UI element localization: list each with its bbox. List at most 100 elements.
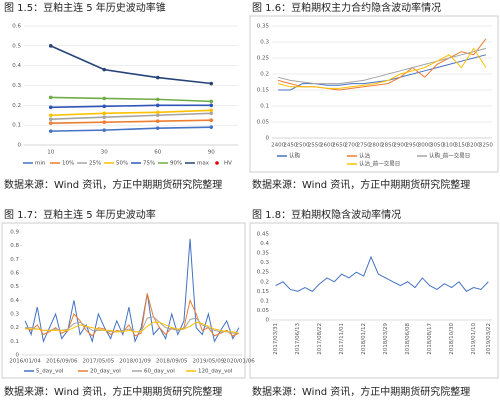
data-point bbox=[102, 128, 107, 132]
legend-label: 60_day_vol bbox=[144, 369, 175, 375]
figure-title: 图 1.6：豆粕期权主力合约隐含波动率情况 bbox=[252, 1, 441, 14]
legend-label: 认购 bbox=[289, 152, 301, 160]
data-point bbox=[48, 129, 53, 133]
x-tick-label: 2019/05/09 bbox=[193, 359, 225, 365]
legend-label: 10% bbox=[62, 161, 74, 167]
x-tick-label: 2017/08/22 bbox=[317, 323, 323, 355]
x-tick-label: 60 bbox=[154, 150, 161, 156]
y-tick-label: 0.25 bbox=[257, 56, 270, 62]
y-tick-label: 0.15 bbox=[257, 88, 270, 94]
legend-label: 认沽 bbox=[359, 152, 371, 160]
x-tick-label: 2017/11/01 bbox=[339, 323, 345, 355]
series-line bbox=[50, 126, 212, 132]
legend-label: min bbox=[35, 161, 46, 167]
legend-label: 25% bbox=[89, 161, 101, 167]
data-point bbox=[155, 113, 160, 118]
y-tick-label: 0.15 bbox=[257, 289, 270, 295]
y-tick-label: 0.05 bbox=[257, 120, 270, 126]
data-point bbox=[209, 99, 214, 104]
data-point bbox=[102, 111, 107, 116]
y-tick-label: 0.4 bbox=[12, 63, 21, 69]
source-note: 数据来源：Wind 资讯，方正中期期货研究院整理 bbox=[252, 385, 470, 398]
y-tick-label: 0.1 bbox=[12, 123, 21, 129]
x-tick-label: 2018/06/08 bbox=[405, 323, 411, 355]
x-tick-label: 90 bbox=[208, 150, 215, 156]
y-tick-label: 0.8 bbox=[10, 243, 19, 249]
x-tick-label: 2900 bbox=[393, 143, 407, 149]
x-tick-label: 2018/08/17 bbox=[427, 323, 433, 355]
data-point bbox=[209, 111, 214, 116]
x-tick-label: 2550 bbox=[308, 143, 322, 149]
x-tick-label: 2018/01/09 bbox=[119, 359, 151, 365]
y-tick-label: 0.3 bbox=[260, 260, 269, 266]
x-tick-label: 2017/03/31 bbox=[273, 323, 279, 355]
series-line bbox=[277, 47, 487, 89]
x-tick-label: 2400 bbox=[271, 143, 285, 149]
x-tick-label: 2016/09/06 bbox=[46, 359, 78, 365]
y-tick-label: 0.6 bbox=[10, 271, 19, 277]
data-point bbox=[48, 117, 53, 122]
x-tick-label: 2019/03/22 bbox=[486, 323, 492, 355]
data-point bbox=[102, 115, 107, 120]
x-tick-label: 2600 bbox=[320, 143, 334, 149]
y-tick-label: 0.3 bbox=[260, 40, 269, 46]
x-tick-label: 3250 bbox=[479, 143, 493, 149]
y-tick-label: 0.2 bbox=[10, 325, 19, 331]
x-tick-label: 2017/06/13 bbox=[295, 323, 301, 355]
data-point bbox=[155, 97, 160, 102]
x-tick-label: 2800 bbox=[369, 143, 383, 149]
data-point bbox=[48, 113, 53, 118]
x-tick-label: 2650 bbox=[332, 143, 346, 149]
y-tick-label: 0.6 bbox=[12, 24, 21, 30]
legend-label: 5_day_vol bbox=[36, 369, 64, 375]
x-tick-label: 30 bbox=[101, 150, 108, 156]
source-note: 数据来源：Wind 资讯，方正中期期货研究院整理 bbox=[4, 178, 222, 191]
x-tick-label: 2017/05/05 bbox=[83, 359, 115, 365]
y-tick-label: 0.3 bbox=[10, 312, 19, 318]
y-tick-label: 0.4 bbox=[260, 241, 269, 247]
data-point bbox=[209, 81, 214, 86]
x-tick-label: 3200 bbox=[467, 143, 481, 149]
y-tick-label: 0.7 bbox=[10, 257, 19, 263]
legend-label: HV bbox=[224, 161, 232, 167]
data-point bbox=[102, 104, 107, 109]
legend-label: 50% bbox=[116, 161, 128, 167]
y-tick-label: 0.45 bbox=[257, 232, 270, 238]
y-tick-label: 0 bbox=[266, 136, 270, 142]
figure-title: 图 1.5：豆粕主连 5 年历史波动率锥 bbox=[4, 1, 166, 14]
x-tick-label: 2018/10/30 bbox=[449, 323, 455, 355]
y-tick-label: 0.5 bbox=[10, 284, 19, 290]
data-point bbox=[209, 118, 214, 123]
y-tick-label: 0.9 bbox=[10, 230, 19, 236]
data-point bbox=[102, 96, 107, 101]
x-tick-label: 2019/01/10 bbox=[471, 323, 477, 355]
data-point bbox=[102, 120, 107, 124]
data-point bbox=[48, 44, 53, 48]
data-point bbox=[155, 110, 160, 115]
data-point bbox=[48, 105, 53, 110]
series-line bbox=[25, 321, 240, 334]
y-tick-label: 0.2 bbox=[12, 103, 21, 109]
y-tick-label: 0 bbox=[16, 353, 20, 359]
y-tick-label: 0.2 bbox=[260, 279, 269, 285]
legend-swatch bbox=[215, 161, 219, 165]
y-tick-label: 0.2 bbox=[260, 72, 269, 78]
x-tick-label: 10 bbox=[47, 150, 54, 156]
y-tick-label: 0 bbox=[266, 318, 270, 324]
data-point bbox=[209, 125, 214, 129]
legend-label: 75% bbox=[143, 161, 155, 167]
x-tick-label: 2850 bbox=[381, 143, 395, 149]
series-line bbox=[50, 119, 212, 124]
x-tick-label: 2016/01/04 bbox=[9, 359, 41, 365]
y-tick-label: 0.5 bbox=[12, 43, 21, 49]
series-line bbox=[50, 112, 212, 121]
x-tick-label: 3100 bbox=[442, 143, 456, 149]
data-point bbox=[155, 103, 160, 108]
x-tick-label: 3000 bbox=[418, 143, 432, 149]
x-tick-label: 2018/09/05 bbox=[156, 359, 188, 365]
x-tick-label: 2018/01/12 bbox=[361, 323, 367, 355]
data-point bbox=[102, 67, 107, 72]
series-line bbox=[277, 47, 487, 85]
panel-border bbox=[249, 222, 499, 379]
